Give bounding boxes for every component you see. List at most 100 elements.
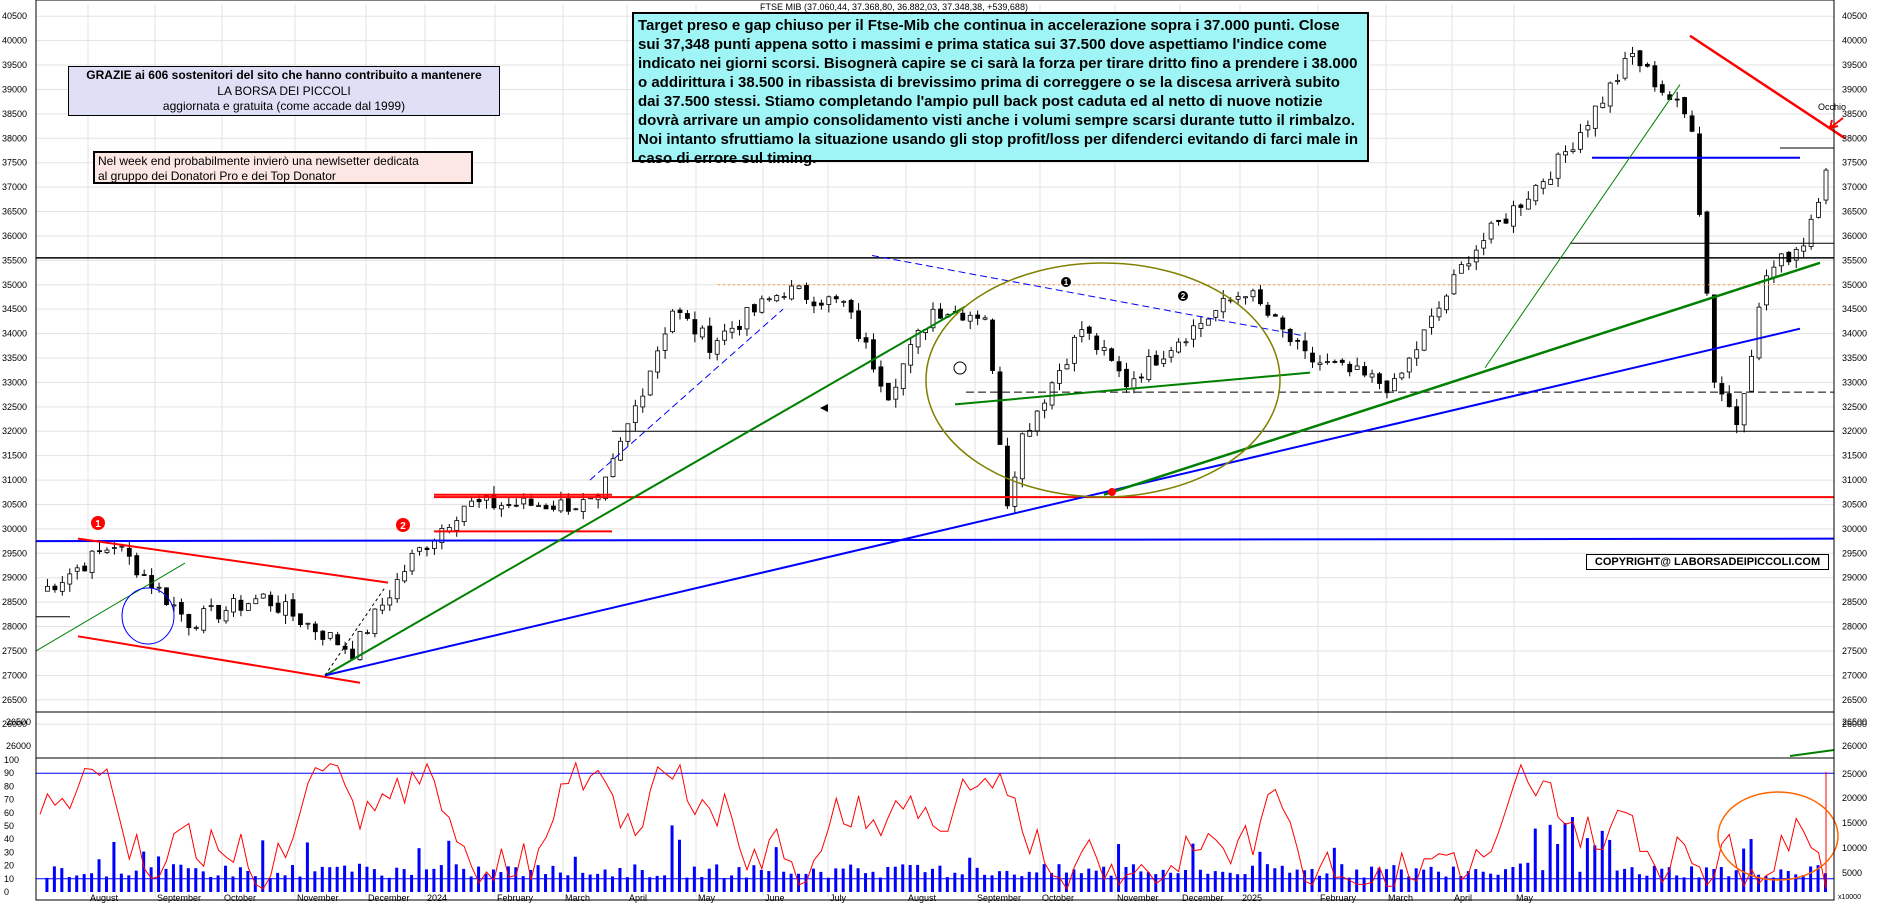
newsletter-line-2: al gruppo dei Donatori Pro e dei Top Don… [98, 168, 336, 183]
left-price-tick-label: 37000 [2, 182, 27, 192]
volume-bar [1786, 871, 1790, 892]
volume-bar [1370, 866, 1374, 892]
candle-body [625, 423, 631, 442]
chart-title: FTSE MIB (37.060,44, 37.368,80, 36.882,0… [760, 2, 1028, 12]
volume-bar [417, 848, 421, 892]
month-tick-label: December [1182, 893, 1224, 903]
volume-bar [819, 871, 823, 892]
volume-bar [1556, 844, 1560, 892]
price-tick-label: 39500 [1842, 60, 1867, 70]
volume-bar [357, 863, 361, 892]
month-tick-label: September [977, 893, 1021, 903]
candle-body [1704, 211, 1710, 294]
volume-bar [1749, 839, 1753, 892]
volume-bar [923, 872, 927, 892]
volume-bar [1407, 876, 1411, 892]
candle-body [513, 504, 519, 507]
osc-tick-label: 40 [4, 834, 14, 844]
volume-bar [410, 874, 414, 892]
candle-body [558, 499, 564, 512]
volume-bar [335, 866, 339, 892]
volume-bar [149, 867, 153, 892]
volume-bar [186, 868, 190, 892]
volume-bar [648, 877, 652, 892]
left-price-tick-label: 28500 [2, 597, 27, 607]
volume-bar [603, 869, 607, 892]
candle-body [565, 498, 571, 512]
volume-bar [104, 876, 108, 892]
left-price-tick-label: 34000 [2, 329, 27, 339]
left-price-tick-label: 33000 [2, 377, 27, 387]
left-price-tick-label: 31500 [2, 451, 27, 461]
month-tick-label: May [698, 893, 716, 903]
candle-body [1793, 249, 1799, 261]
candle-body [1555, 153, 1561, 179]
price-tick-label: 29500 [1842, 548, 1867, 558]
price-tick-label: 26500 [1842, 695, 1867, 705]
candle-body [1399, 372, 1405, 379]
volume-tick-label: 20000 [1842, 793, 1867, 803]
left-price-tick-label: 37500 [2, 158, 27, 168]
volume-bar [1184, 870, 1188, 892]
volume-bar [566, 875, 570, 892]
candle-body [990, 319, 995, 371]
candle-body [1027, 429, 1033, 437]
candle-body [1079, 329, 1085, 337]
left-price-tick-label: 36500 [2, 207, 27, 217]
candle-body [454, 520, 460, 531]
volume-bar [171, 864, 175, 892]
volume-tick-label: 10000 [1842, 843, 1867, 853]
candle-body [1272, 314, 1278, 317]
left-price-tick-label: 26500 [2, 695, 27, 705]
candle-body [1682, 97, 1688, 115]
month-tick-label: March [565, 893, 590, 903]
candle-body [119, 545, 125, 548]
volume-bar [677, 839, 681, 892]
price-tick-label: 29000 [1842, 573, 1867, 583]
volume-bar [715, 864, 719, 892]
osc-tick-label: 20 [4, 861, 14, 871]
blue-dashed-downtrend [871, 254, 1306, 337]
red-downtrend-2025 [1689, 34, 1846, 140]
volume-bar [238, 867, 242, 892]
candle-body [878, 366, 884, 387]
price-tick-label: 28000 [1842, 622, 1867, 632]
price-tick-label: 31000 [1842, 475, 1867, 485]
candle-body [1034, 410, 1040, 432]
candle-body [1205, 318, 1211, 326]
month-tick-label: February [497, 893, 534, 903]
candle-body [1570, 149, 1576, 152]
candle-body [1168, 350, 1174, 358]
volume-bar [1146, 872, 1150, 892]
volume-bar [320, 866, 324, 892]
volume-bar [1570, 817, 1574, 892]
volume-bar [759, 869, 763, 892]
price-tick-label: 34500 [1842, 304, 1867, 314]
volume-bar [811, 868, 815, 892]
volume-bar [1794, 874, 1798, 892]
candle-body [1005, 445, 1010, 507]
volume-bar [1064, 872, 1068, 892]
candle-body [1258, 289, 1263, 305]
candle-body [618, 440, 623, 461]
volume-bar [767, 871, 771, 892]
volume-bar [1712, 869, 1716, 892]
candle-body [1384, 380, 1390, 394]
candle-body [997, 371, 1003, 445]
volume-bar [313, 871, 317, 892]
price-tick-label: 33500 [1842, 353, 1867, 363]
left-price-tick-label: 35000 [2, 280, 27, 290]
mini-green-line [1789, 749, 1835, 757]
candle-body [737, 325, 742, 330]
oscillator [36, 761, 1834, 891]
candle-body [1630, 53, 1635, 58]
candle-body [1094, 335, 1100, 351]
candle-body [335, 634, 341, 646]
blue-circle-left [121, 587, 175, 645]
osc-tick-label: 90 [4, 768, 14, 778]
volume-bar [1072, 869, 1076, 892]
candle-body [186, 614, 192, 629]
volume-bar [97, 859, 101, 892]
candle-body [417, 547, 422, 552]
candle-body [908, 344, 914, 366]
